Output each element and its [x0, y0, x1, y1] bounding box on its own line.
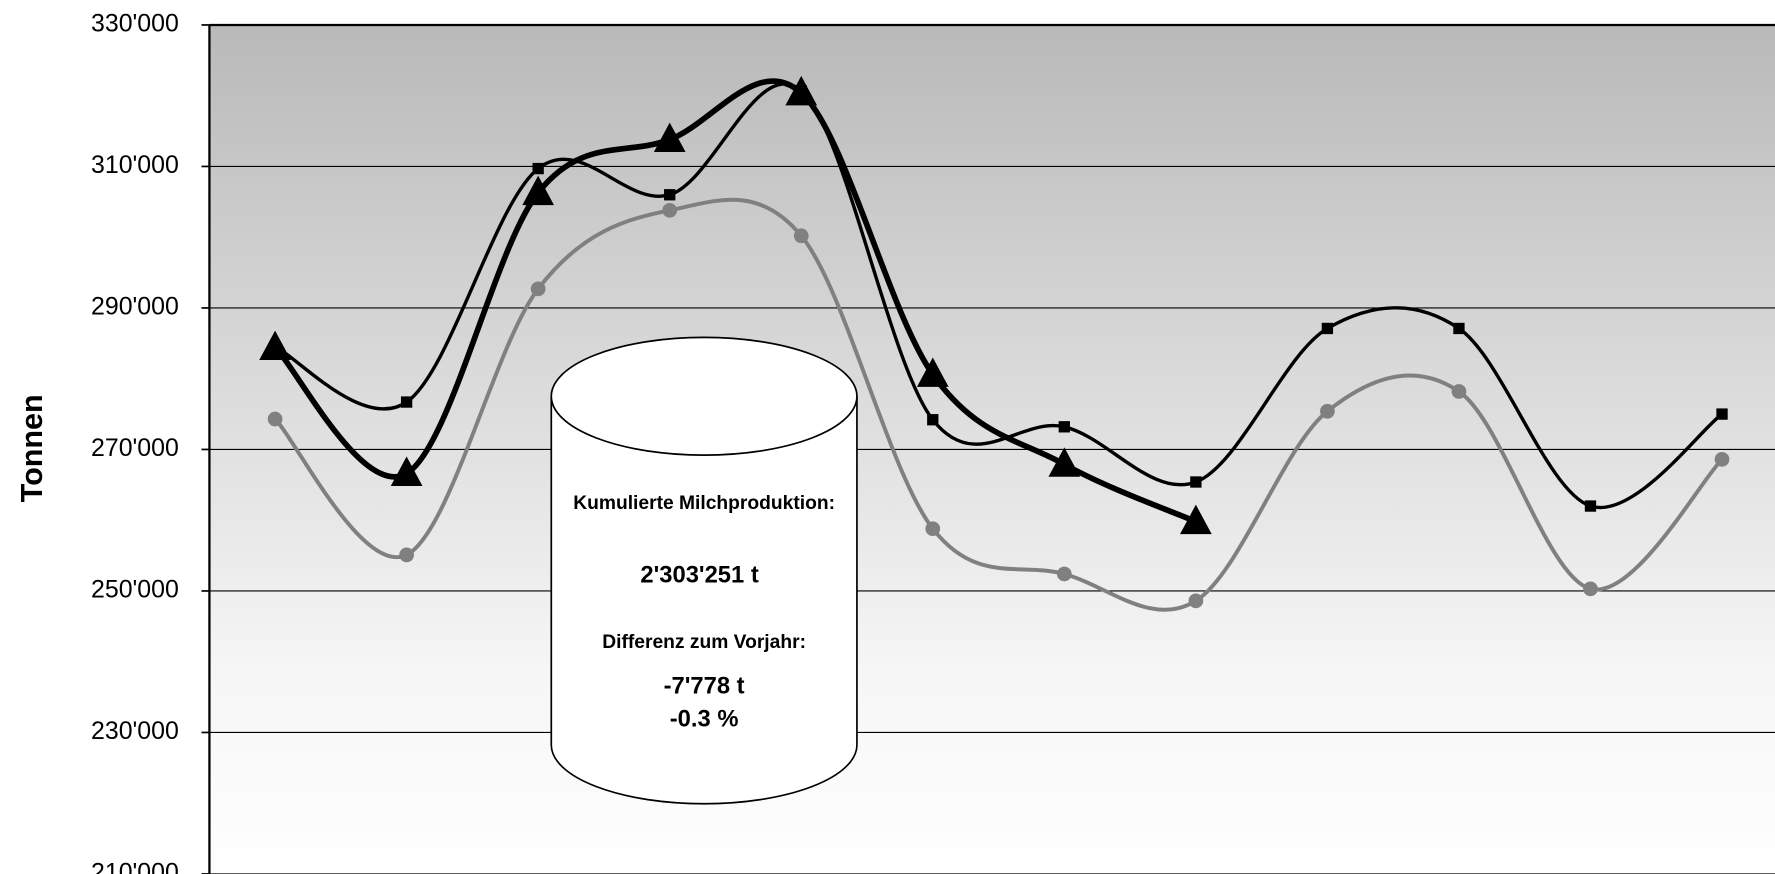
series	[259, 75, 1730, 612]
y-axis-label: Tonnen	[15, 394, 49, 502]
marker	[1056, 566, 1072, 582]
y-tick-label: 210'000	[91, 859, 179, 874]
marker	[267, 411, 283, 427]
y-tick-label: 330'000	[91, 10, 179, 38]
marker	[532, 162, 544, 175]
marker	[927, 414, 939, 426]
annotation: 2'303'251 t	[640, 562, 758, 589]
y-tick-label: 230'000	[91, 717, 179, 745]
marker	[662, 202, 678, 218]
marker	[1714, 451, 1730, 467]
marker	[1451, 384, 1467, 399]
annotation: Differenz zum Vorjahr:	[602, 632, 806, 653]
y-tick-label: 290'000	[91, 293, 179, 321]
annotation: Kumulierte Milchproduktion:	[573, 493, 835, 514]
marker	[1048, 447, 1081, 477]
marker	[1716, 408, 1728, 420]
marker	[1584, 500, 1597, 512]
marker	[1180, 504, 1212, 535]
y-tick-label: 310'000	[91, 151, 179, 179]
marker	[530, 281, 546, 297]
marker	[1320, 403, 1335, 419]
cylinder-body	[550, 396, 858, 805]
marker	[259, 330, 291, 361]
cylinder-annotation: Kumulierte Milchproduktion: 2'303'251 t …	[550, 336, 858, 805]
marker	[1321, 322, 1334, 335]
marker	[522, 175, 555, 206]
annotation: -0.3 %	[670, 705, 739, 732]
marker	[1058, 421, 1070, 433]
cylinder-top	[550, 336, 858, 456]
marker	[664, 189, 676, 201]
marker	[399, 547, 414, 563]
y-tick-label: 270'000	[91, 434, 179, 462]
y-tick-label: 250'000	[91, 576, 179, 604]
series-line	[273, 197, 1724, 612]
marker	[400, 396, 413, 408]
marker	[916, 357, 949, 387]
series-line	[274, 82, 1724, 510]
annotation: -7'778 t	[664, 672, 745, 699]
marker	[390, 456, 423, 486]
marker	[653, 122, 686, 153]
marker	[1453, 322, 1465, 335]
marker	[785, 75, 818, 106]
series-line	[273, 78, 1197, 525]
marker	[793, 228, 809, 244]
marker	[1188, 593, 1204, 609]
marker	[1583, 581, 1598, 597]
marker	[925, 521, 941, 537]
marker	[1190, 476, 1202, 488]
